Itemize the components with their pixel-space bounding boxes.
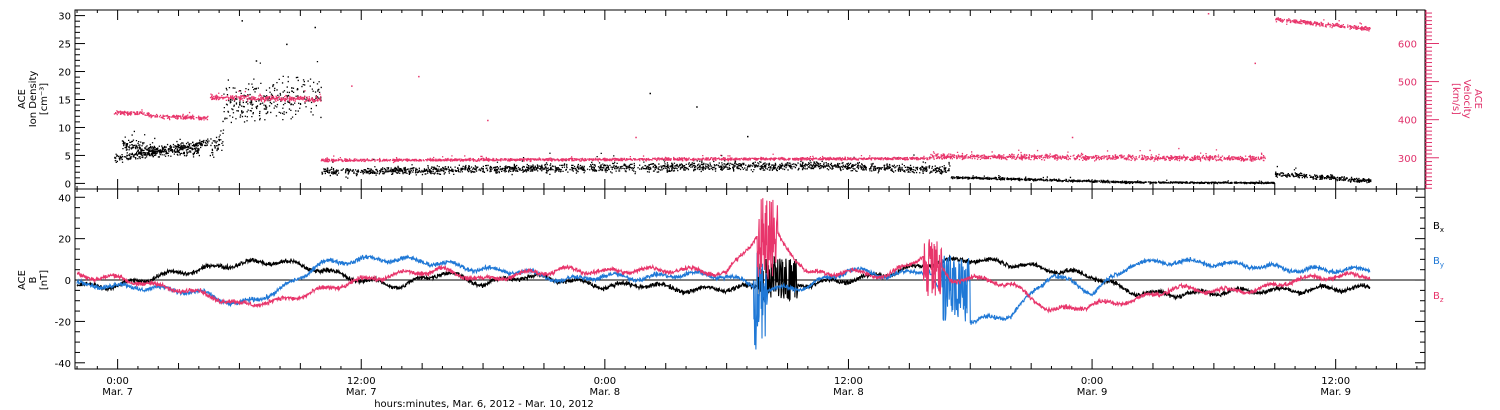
legend-subscript: x [1440, 226, 1444, 234]
legend-name: B [1433, 221, 1440, 232]
density-tick-label: 15 [58, 96, 71, 107]
legend-name: B [1433, 256, 1440, 267]
legend-subscript: z [1440, 296, 1444, 304]
date-tick-label: Mar. 7 [346, 387, 377, 398]
velocity-tick-label: 400 [1398, 116, 1417, 127]
legend-Bx: Bx [1433, 221, 1444, 234]
bottom-panel-frame [74, 188, 1426, 370]
density-tick-label: 30 [58, 12, 71, 23]
time-tick-label: 12:00 [347, 376, 376, 387]
velocity-axis-label-line: ACE [1472, 89, 1483, 109]
b-tick-label: -20 [55, 317, 71, 328]
velocity-tick-label: 500 [1398, 78, 1417, 89]
x-axis-label: hours:minutes, Mar. 6, 2012 - Mar. 10, 2… [374, 399, 594, 410]
date-tick-label: Mar. 9 [1320, 387, 1351, 398]
date-tick-label: Mar. 8 [590, 387, 621, 398]
series-Bx [76, 254, 1371, 303]
density-tick-label: 25 [58, 40, 71, 51]
velocity-series [113, 13, 1371, 164]
series-Bz [76, 198, 1371, 314]
date-tick-label: Mar. 9 [1077, 387, 1108, 398]
time-tick-label: 0:00 [1081, 376, 1103, 387]
b-axis-label-line: B [28, 276, 39, 283]
density-axis-label-line: ACE [17, 89, 28, 109]
density-tick-label: 5 [65, 151, 71, 162]
b-tick-label: -40 [55, 359, 71, 370]
velocity-tick-label: 300 [1398, 154, 1417, 165]
b-tick-label: 40 [58, 193, 71, 204]
b-axis-label-line: [nT] [39, 270, 50, 290]
density-tick-label: 10 [58, 123, 71, 134]
series-By [76, 252, 1371, 350]
legend-Bz: Bz [1433, 291, 1444, 304]
time-tick-label: 12:00 [834, 376, 863, 387]
velocity-axis-label-line: Velocity [1461, 79, 1472, 118]
b-tick-label: 0 [65, 276, 71, 287]
date-tick-label: Mar. 7 [102, 387, 133, 398]
density-tick-label: 0 [65, 179, 71, 190]
density-axis-label: ACEIon Density[cm⁻³] [17, 71, 50, 128]
density-axis-label-line: Ion Density [28, 71, 39, 128]
date-tick-label: Mar. 8 [833, 387, 864, 398]
legend-subscript: y [1440, 261, 1444, 269]
velocity-axis-label: ACEVelocity[km/s] [1450, 79, 1483, 118]
legend-By: By [1433, 256, 1444, 269]
velocity-tick-label: 600 [1398, 40, 1417, 51]
velocity-axis-label-line: [km/s] [1450, 83, 1461, 115]
legend-name: B [1433, 291, 1440, 302]
b-axis-label: ACEB[nT] [17, 270, 50, 290]
time-tick-label: 12:00 [1321, 376, 1350, 387]
time-tick-label: 0:00 [106, 376, 128, 387]
density-tick-label: 20 [58, 68, 71, 79]
density-axis-label-line: [cm⁻³] [39, 83, 50, 115]
b-axis-label-line: ACE [17, 270, 28, 290]
time-tick-label: 0:00 [594, 376, 616, 387]
b-tick-label: 20 [58, 235, 71, 246]
